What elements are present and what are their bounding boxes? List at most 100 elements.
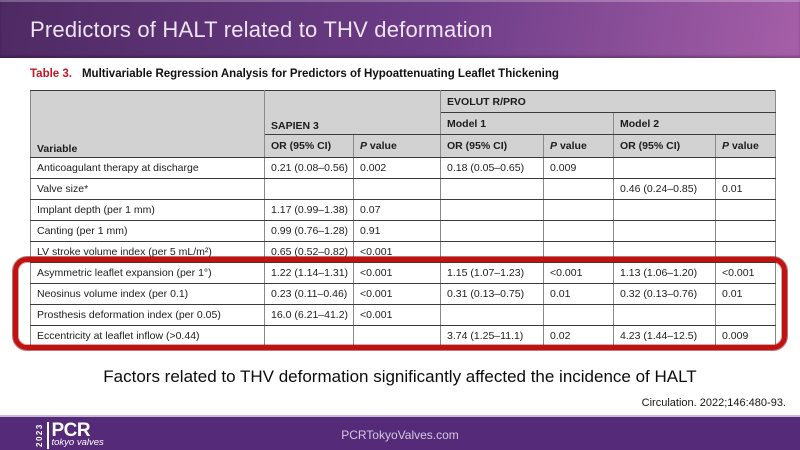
value-cell: 0.18 (0.05–0.65) xyxy=(440,157,545,179)
variable-cell: Anticoagulant therapy at discharge xyxy=(30,157,265,179)
value-cell xyxy=(715,304,777,326)
value-cell: 1.17 (0.99–1.38) xyxy=(264,199,354,221)
value-cell xyxy=(613,304,717,326)
group-header-sapien3: SAPIEN 3 xyxy=(263,90,442,135)
value-cell: 0.009 xyxy=(543,157,615,179)
value-cell: 3.74 (1.25–11.1) xyxy=(440,325,545,347)
header-row-group: Variable SAPIEN 3 EVOLUT R/PRO xyxy=(30,90,777,158)
logo-text: PCR tokyo valves xyxy=(51,419,104,448)
value-cell: 0.23 (0.11–0.46) xyxy=(264,283,354,305)
value-cell: 0.46 (0.24–0.85) xyxy=(613,178,717,200)
group-header-model2: Model 2 xyxy=(613,112,777,135)
value-cell xyxy=(543,241,615,263)
value-cell xyxy=(352,178,442,200)
value-cell xyxy=(264,325,354,347)
value-cell: 1.15 (1.07–1.23) xyxy=(440,262,545,284)
value-cell: <0.001 xyxy=(352,262,442,284)
value-cell xyxy=(543,304,615,326)
table-row: Valve size* 0.46 (0.24–0.85) 0.01 xyxy=(30,178,777,200)
pcr-logo: 2023 PCR tokyo valves xyxy=(35,420,104,450)
table-row: Implant depth (per 1 mm) 1.17 (0.99–1.38)… xyxy=(30,199,777,221)
variable-cell: LV stroke volume index (per 5 mL/m²) xyxy=(30,241,265,263)
value-cell xyxy=(715,241,777,263)
summary-statement: Factors related to THV deformation signi… xyxy=(103,367,697,386)
table-row: Prosthesis deformation index (per 0.05) 1… xyxy=(30,304,777,326)
column-header-or-model1: OR (95% CI) xyxy=(440,134,545,158)
value-cell: <0.001 xyxy=(352,283,442,305)
value-cell: 0.65 (0.52–0.82) xyxy=(264,241,354,263)
value-cell: 0.31 (0.13–0.75) xyxy=(440,283,545,305)
table-body: Anticoagulant therapy at discharge 0.21 (… xyxy=(30,157,777,347)
regression-table: Variable SAPIEN 3 EVOLUT R/PRO Model 1 M… xyxy=(30,90,777,347)
footer-url: PCRTokyoValves.com xyxy=(341,428,459,442)
value-cell xyxy=(543,199,615,221)
group-header-evolut: EVOLUT R/PRO xyxy=(440,90,777,113)
value-cell xyxy=(543,220,615,242)
column-header-p-model2: P value xyxy=(715,134,777,158)
table-caption-label: Table 3. xyxy=(30,68,72,80)
column-header-or-sapien: OR (95% CI) xyxy=(264,134,354,158)
value-cell xyxy=(352,325,442,347)
value-cell: 1.22 (1.14–1.31) xyxy=(264,262,354,284)
citation: Circulation. 2022;146:480-93. xyxy=(641,397,786,409)
value-cell xyxy=(715,157,777,179)
value-cell: 0.21 (0.08–0.56) xyxy=(264,157,354,179)
table-row: Eccentricity at leaflet inflow (>0.44) 3.… xyxy=(30,325,777,347)
logo-divider xyxy=(47,421,49,449)
page-title: Predictors of HALT related to THV deform… xyxy=(30,17,493,42)
value-cell: <0.001 xyxy=(543,262,615,284)
value-cell: 0.91 xyxy=(352,220,442,242)
value-cell: 0.99 (0.76–1.28) xyxy=(264,220,354,242)
logo-year: 2023 xyxy=(35,423,44,447)
table-caption-text: Multivariable Regression Analysis for Pr… xyxy=(81,68,559,80)
group-header-model1: Model 1 xyxy=(440,112,615,135)
column-header-variable: Variable xyxy=(30,90,265,158)
value-cell xyxy=(715,199,777,221)
value-cell: 0.02 xyxy=(543,325,615,347)
value-cell xyxy=(264,178,354,200)
value-cell xyxy=(440,178,545,200)
value-cell: 0.32 (0.13–0.76) xyxy=(613,283,717,305)
table-row: Canting (per 1 mm) 0.99 (0.76–1.28) 0.91 xyxy=(30,220,777,242)
value-cell: 0.002 xyxy=(352,157,442,179)
value-cell xyxy=(613,220,717,242)
value-cell: <0.001 xyxy=(352,304,442,326)
footer-bar: PCRTokyoValves.com 2023 PCR tokyo valves xyxy=(0,415,800,450)
variable-cell: Canting (per 1 mm) xyxy=(30,220,265,242)
column-header-p-model1: P value xyxy=(543,134,615,158)
table-row: LV stroke volume index (per 5 mL/m²) 0.65… xyxy=(30,241,777,263)
column-header-or-model2: OR (95% CI) xyxy=(613,134,717,158)
value-cell xyxy=(440,220,545,242)
value-cell: 1.13 (1.06–1.20) xyxy=(613,262,717,284)
logo-subtitle: tokyo valves xyxy=(51,436,104,448)
value-cell: 4.23 (1.44–12.5) xyxy=(613,325,717,347)
variable-cell: Eccentricity at leaflet inflow (>0.44) xyxy=(30,325,265,347)
value-cell xyxy=(440,199,545,221)
value-cell xyxy=(543,178,615,200)
value-cell: 0.009 xyxy=(715,325,777,347)
value-cell: <0.001 xyxy=(352,241,442,263)
value-cell: 0.07 xyxy=(352,199,442,221)
value-cell xyxy=(715,220,777,242)
variable-cell: Prosthesis deformation index (per 0.05) xyxy=(30,304,265,326)
variable-cell: Implant depth (per 1 mm) xyxy=(30,199,265,221)
value-cell: 0.01 xyxy=(543,283,615,305)
value-cell: 0.01 xyxy=(715,178,777,200)
table-row: Neosinus volume index (per 0.1) 0.23 (0.1… xyxy=(30,283,777,305)
table-caption: Table 3. Multivariable Regression Analysi… xyxy=(30,68,559,80)
value-cell: 0.01 xyxy=(715,283,777,305)
value-cell xyxy=(613,157,717,179)
value-cell xyxy=(440,304,545,326)
value-cell xyxy=(613,241,717,263)
header-row-models: Model 1 Model 2 xyxy=(31,112,777,135)
value-cell: <0.001 xyxy=(715,262,777,284)
value-cell xyxy=(440,241,545,263)
column-header-p-sapien: P value xyxy=(352,134,442,158)
variable-cell: Asymmetric leaflet expansion (per 1°) xyxy=(30,262,265,284)
value-cell xyxy=(613,199,717,221)
value-cell: 16.0 (6.21–41.2) xyxy=(264,304,354,326)
logo-brand: PCR xyxy=(51,419,91,441)
header-bar: Predictors of HALT related to THV deform… xyxy=(0,0,800,58)
table-row: Anticoagulant therapy at discharge 0.21 (… xyxy=(30,157,777,179)
